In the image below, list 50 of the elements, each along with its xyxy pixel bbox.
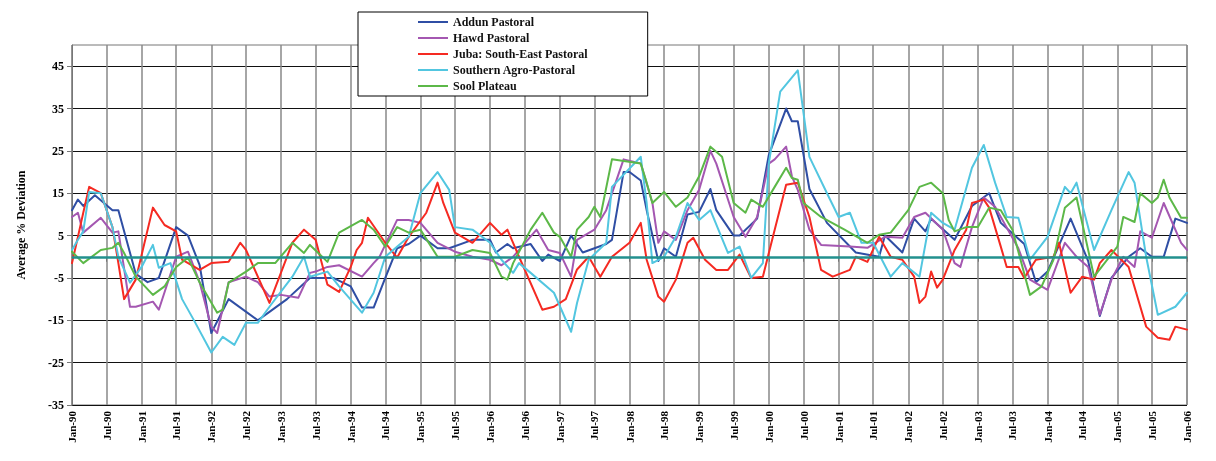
x-tick-label: Jul-99 — [727, 410, 740, 441]
legend-label: Southern Agro-Pastoral — [453, 63, 576, 77]
x-tick-label: Jan-96 — [484, 410, 497, 443]
y-tick-label: 15 — [52, 186, 64, 201]
x-tick-label: Jul-95 — [448, 410, 461, 441]
x-tick-label: Jan-91 — [135, 411, 148, 443]
y-tick-label: -5 — [54, 270, 64, 285]
x-tick-label: Jan-05 — [1111, 410, 1124, 443]
y-tick-label: -15 — [48, 313, 64, 328]
y-tick-label: 25 — [52, 143, 64, 158]
legend-label: Addun Pastoral — [453, 15, 535, 29]
x-tick-label: Jul-91 — [170, 411, 183, 441]
x-tick-label: Jul-96 — [518, 410, 531, 441]
line-series — [71, 107, 1188, 334]
x-tick-label: Jan-06 — [1181, 410, 1193, 443]
x-tick-label: Jan-98 — [623, 410, 636, 443]
x-tick-label: Jul-00 — [797, 410, 810, 441]
x-tick-label: Jan-95 — [414, 410, 427, 443]
x-tick-label: Jan-01 — [832, 411, 845, 443]
legend-label: Sool Plateau — [453, 79, 517, 93]
x-tick-label: Jul-03 — [1006, 410, 1019, 441]
line-series — [71, 181, 1188, 341]
x-tick-label: Jan-90 — [66, 410, 78, 443]
y-tick-label: -35 — [48, 398, 64, 412]
y-tick-label: 35 — [52, 101, 64, 116]
y-axis-title: Average % Deviation — [14, 170, 28, 280]
x-tick-label: Jul-05 — [1145, 410, 1158, 441]
x-tick-label: Jul-04 — [1076, 410, 1089, 441]
y-tick-label: 45 — [52, 59, 64, 74]
x-tick-label: Jul-02 — [936, 410, 949, 441]
x-tick-label: Jul-92 — [240, 410, 252, 441]
x-tick-label: Jul-98 — [658, 410, 671, 441]
x-tick-label: Jan-97 — [553, 410, 566, 443]
x-tick-label: Jul-97 — [588, 410, 601, 441]
x-tick-label: Jan-02 — [902, 410, 915, 443]
legend-label: Juba: South-East Pastoral — [453, 47, 589, 61]
y-tick-label: 5 — [58, 228, 64, 243]
x-tick-label: Jan-94 — [344, 410, 357, 443]
x-tick-label: Jul-90 — [100, 410, 113, 441]
x-tick-label: Jan-99 — [693, 410, 706, 443]
legend-label: Hawd Pastoral — [453, 31, 530, 45]
x-tick-label: Jan-04 — [1041, 410, 1054, 443]
x-tick-label: Jul-94 — [379, 410, 392, 441]
x-tick-label: Jan-92 — [205, 410, 218, 443]
x-tick-label: Jan-93 — [275, 410, 288, 443]
x-tick-label: Jul-93 — [309, 410, 322, 441]
x-tick-label: Jan-00 — [762, 410, 775, 443]
x-tick-label: Jan-03 — [971, 410, 984, 443]
x-tick-label: Jul-01 — [867, 411, 880, 441]
y-tick-label: -25 — [48, 355, 64, 370]
